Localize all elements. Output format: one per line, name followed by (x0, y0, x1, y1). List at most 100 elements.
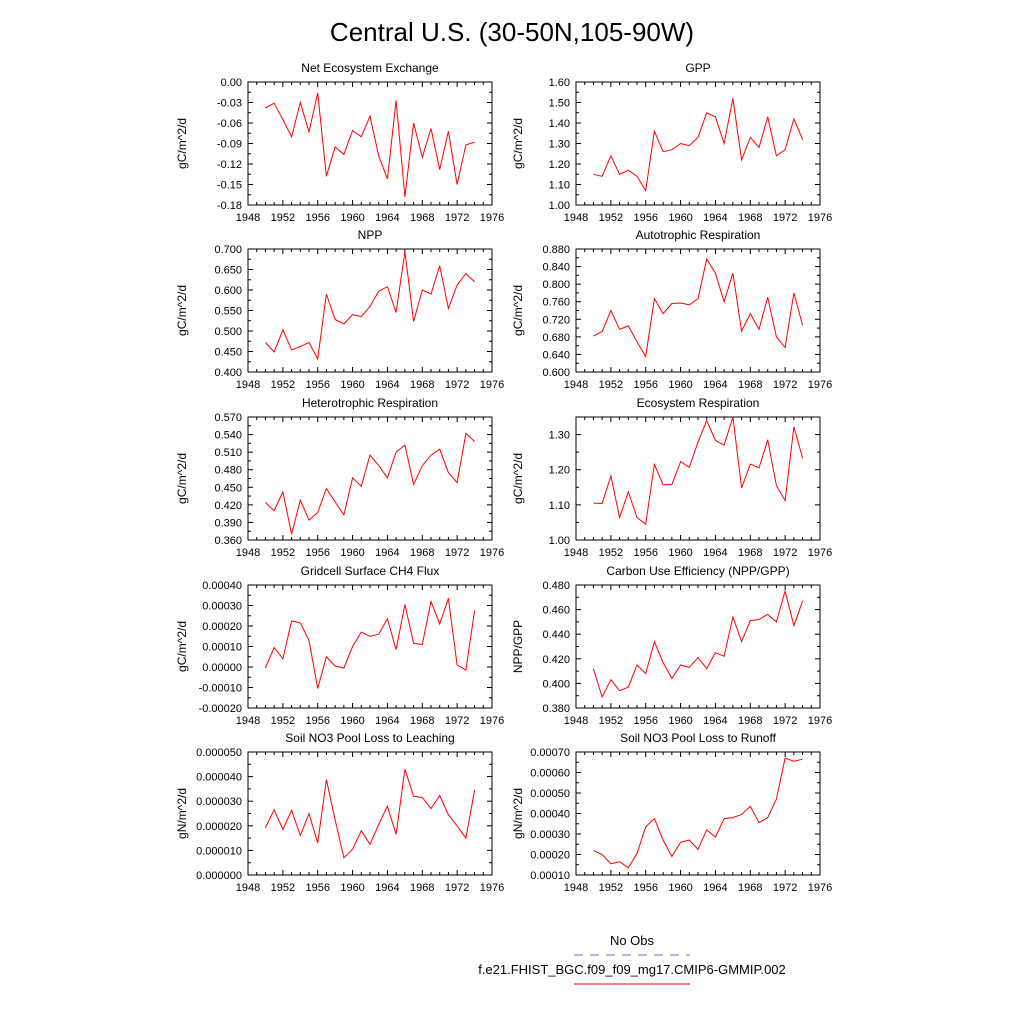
x-tick-label: 1952 (599, 547, 623, 559)
plot-frame (575, 81, 821, 206)
y-tick-label: -0.15 (217, 180, 242, 192)
x-tick-label: 1968 (410, 715, 434, 727)
panels-grid: Net Ecosystem Exchange gC/m^2/d 1948 1952 19… (175, 61, 832, 894)
series-line (264, 598, 476, 689)
x-tick-label: 1960 (340, 882, 364, 894)
y-tick-label: 0.00010 (202, 642, 242, 654)
y-tick-label: 0.450 (214, 482, 242, 494)
panel-title: GPP (685, 61, 710, 75)
y-tick-label: 1.20 (549, 465, 570, 477)
y-tick-label: 0.540 (214, 430, 242, 442)
x-tick-label: 1976 (808, 882, 832, 894)
x-tick-label: 1964 (703, 547, 727, 559)
series-line (264, 769, 476, 859)
x-tick-label: 1956 (305, 882, 329, 894)
y-tick-label: 0.00040 (530, 809, 570, 821)
y-tick-label: 0.570 (214, 412, 242, 424)
x-tick-label: 1952 (599, 379, 623, 391)
x-tick-label: 1960 (668, 715, 692, 727)
x-tick-label: 1976 (480, 882, 504, 894)
y-tick-label: 1.00 (549, 200, 570, 212)
y-tick-label: 0.440 (542, 629, 570, 641)
y-tick-label: 1.30 (549, 430, 570, 442)
series-line (265, 251, 475, 361)
series-line (593, 98, 804, 193)
series-line (593, 257, 804, 359)
panel-title: Soil NO3 Pool Loss to Leaching (285, 731, 454, 745)
y-tick-label: 0.420 (214, 500, 242, 512)
x-tick-label: 1960 (668, 379, 692, 391)
y-tick-label: 1.10 (549, 180, 570, 192)
x-tick-label: 1972 (773, 547, 797, 559)
panel-title: Net Ecosystem Exchange (301, 61, 439, 75)
y-tick-label: 0.840 (542, 262, 570, 274)
y-tick-label: 0.480 (214, 465, 242, 477)
panel-5: Ecosystem Respiration gC/m^2/d 1948 1952 195… (511, 396, 832, 559)
x-tick-label: 1972 (773, 212, 797, 224)
y-tick-label: 0.400 (542, 678, 570, 690)
panel-9: Soil NO3 Pool Loss to Runoff gN/m^2/d 1948… (511, 731, 832, 894)
x-tick-label: 1956 (305, 715, 329, 727)
x-tick-label: 1956 (633, 379, 657, 391)
y-tick-label: 0.000000 (196, 870, 242, 882)
x-tick-label: 1948 (236, 715, 260, 727)
panel-8: Soil NO3 Pool Loss to Leaching gN/m^2/d 19… (175, 731, 504, 894)
x-tick-label: 1976 (808, 547, 832, 559)
x-tick-label: 1956 (305, 212, 329, 224)
series-line (593, 416, 804, 526)
plot-frame (575, 416, 821, 541)
y-tick-label: -0.00020 (199, 703, 242, 715)
series-line (593, 757, 803, 869)
y-tick-label: 0.700 (214, 244, 242, 256)
y-axis-label: gC/m^2/d (175, 118, 189, 169)
plot-frame (575, 248, 821, 373)
y-tick-label: 1.00 (549, 535, 570, 547)
x-tick-label: 1948 (564, 379, 588, 391)
x-tick-label: 1960 (340, 212, 364, 224)
x-tick-label: 1948 (236, 547, 260, 559)
x-tick-label: 1976 (480, 212, 504, 224)
panel-title: Gridcell Surface CH4 Flux (301, 564, 440, 578)
y-axis-label: gC/m^2/d (511, 453, 525, 504)
y-tick-label: 0.00000 (202, 662, 242, 674)
x-tick-label: 1976 (480, 547, 504, 559)
y-axis-label: gC/m^2/d (175, 285, 189, 336)
x-tick-label: 1972 (445, 379, 469, 391)
y-tick-label: 0.510 (214, 447, 242, 459)
legend-model-label: f.e21.FHIST_BGC.f09_f09_mg17.CMIP6-GMMIP… (478, 962, 786, 977)
y-tick-label: 0.000010 (196, 845, 242, 857)
y-tick-label: 0.390 (214, 517, 242, 529)
x-tick-label: 1952 (271, 379, 295, 391)
x-tick-label: 1960 (668, 882, 692, 894)
x-tick-label: 1968 (738, 715, 762, 727)
x-tick-label: 1964 (703, 212, 727, 224)
y-tick-label: 0.640 (542, 349, 570, 361)
y-tick-label: 1.50 (549, 98, 570, 110)
x-tick-label: 1972 (773, 379, 797, 391)
panel-2: NPP gC/m^2/d 1948 1952 1956 1960 1964 1968 1972 1… (175, 228, 504, 391)
x-tick-label: 1960 (668, 547, 692, 559)
panel-title: NPP (358, 228, 383, 242)
y-tick-label: -0.18 (217, 200, 242, 212)
y-tick-label: 0.000040 (196, 772, 242, 784)
y-axis-label: NPP/GPP (511, 620, 525, 673)
x-tick-label: 1956 (633, 547, 657, 559)
x-tick-label: 1976 (480, 715, 504, 727)
plot-frame (575, 751, 821, 876)
y-axis-label: gC/m^2/d (175, 453, 189, 504)
y-tick-label: 1.40 (549, 118, 570, 130)
y-tick-label: 0.760 (542, 297, 570, 309)
series-line (265, 432, 475, 535)
y-axis-label: gC/m^2/d (511, 118, 525, 169)
x-tick-label: 1948 (236, 882, 260, 894)
x-tick-label: 1952 (599, 212, 623, 224)
y-tick-label: 0.600 (214, 285, 242, 297)
plot-frame (247, 584, 493, 709)
panel-3: Autotrophic Respiration gC/m^2/d 1948 1952 1… (511, 228, 832, 391)
y-tick-label: 0.00060 (530, 768, 570, 780)
y-tick-label: -0.03 (217, 98, 242, 110)
legend: No Obs f.e21.FHIST_BGC.f09_f09_mg17.CMIP… (478, 933, 786, 985)
x-tick-label: 1956 (633, 715, 657, 727)
x-tick-label: 1968 (738, 379, 762, 391)
y-tick-label: 0.500 (214, 326, 242, 338)
